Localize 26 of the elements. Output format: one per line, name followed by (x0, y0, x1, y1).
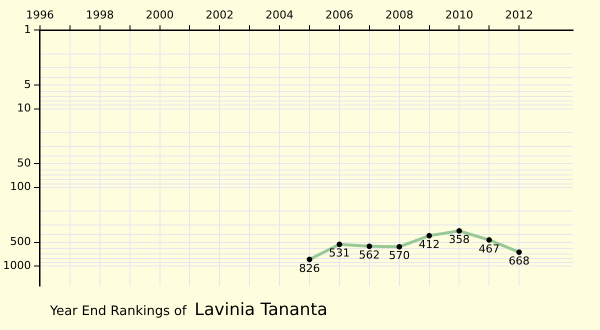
y-tick-label: 10 (16, 102, 31, 115)
text: Lavinia Tananta (194, 300, 328, 320)
y-tick-label: 500 (10, 235, 31, 248)
x-tick-label: 2002 (206, 8, 234, 22)
data-label: 467 (478, 242, 500, 256)
x-tick-label: 1998 (86, 8, 114, 22)
data-label: 531 (328, 246, 350, 260)
y-tick-label: 1 (24, 23, 31, 36)
x-tick-label: 1996 (26, 8, 54, 22)
x-tick-label: 2000 (146, 8, 174, 22)
y-tick-label: 100 (10, 180, 31, 194)
data-label: 562 (358, 248, 380, 262)
y-tick-label: 50 (16, 156, 31, 170)
x-tick-label: 2008 (385, 8, 414, 22)
x-tick-label: 2012 (505, 8, 534, 22)
data-label: 358 (448, 233, 470, 246)
x-tick-label: 2004 (266, 8, 294, 22)
data-label: 668 (508, 254, 530, 268)
data-label: 826 (298, 262, 320, 275)
x-tick-label: 2010 (445, 8, 474, 22)
y-tick-label: 1000 (2, 258, 31, 272)
text: Year End Rankings of (50, 304, 187, 319)
y-tick-label: 5 (24, 78, 31, 91)
x-tick-label: 2006 (325, 8, 354, 22)
data-label: 570 (388, 249, 410, 262)
data-label: 412 (418, 238, 440, 252)
